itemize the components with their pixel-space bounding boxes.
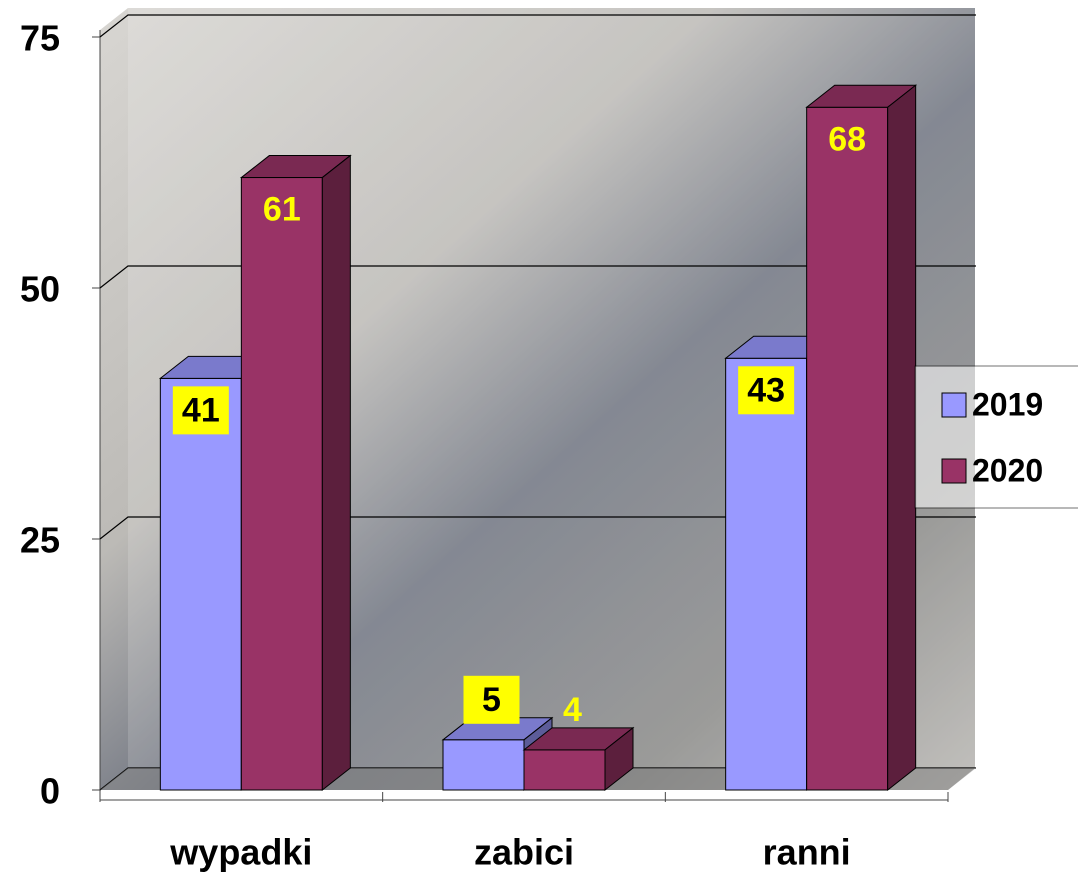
legend-label: 2020: [972, 452, 1043, 488]
value-label: 68: [828, 120, 866, 158]
legend-swatch: [942, 393, 966, 417]
y-tick-label: 50: [20, 269, 60, 310]
value-label: 5: [482, 681, 501, 719]
y-tick-label: 25: [20, 520, 60, 561]
bar-side: [888, 85, 916, 790]
bar-front: [524, 750, 605, 790]
bar-front: [807, 107, 888, 790]
legend-label: 2019: [972, 386, 1043, 422]
value-label: 61: [263, 191, 301, 229]
y-tick-label: 0: [40, 771, 60, 812]
legend-swatch: [942, 459, 966, 483]
bar: [807, 85, 916, 790]
bar: [241, 156, 350, 790]
bar: [524, 728, 633, 790]
bar-front: [726, 358, 807, 790]
y-tick-label: 75: [20, 18, 60, 59]
bar-front: [160, 378, 241, 790]
bar-front: [443, 740, 524, 790]
value-label: 41: [182, 391, 220, 429]
bar-front: [241, 178, 322, 790]
bar-side: [322, 156, 350, 790]
value-label: 43: [747, 371, 785, 409]
x-tick-label: wypadki: [169, 832, 312, 872]
x-tick-label: zabici: [474, 832, 574, 872]
chart: 0 25 50 75 wypadki 41 61 zabici 5 4 ranni 43 68 201…: [0, 0, 1078, 872]
value-label: 4: [563, 691, 582, 729]
x-tick-label: ranni: [763, 832, 851, 872]
